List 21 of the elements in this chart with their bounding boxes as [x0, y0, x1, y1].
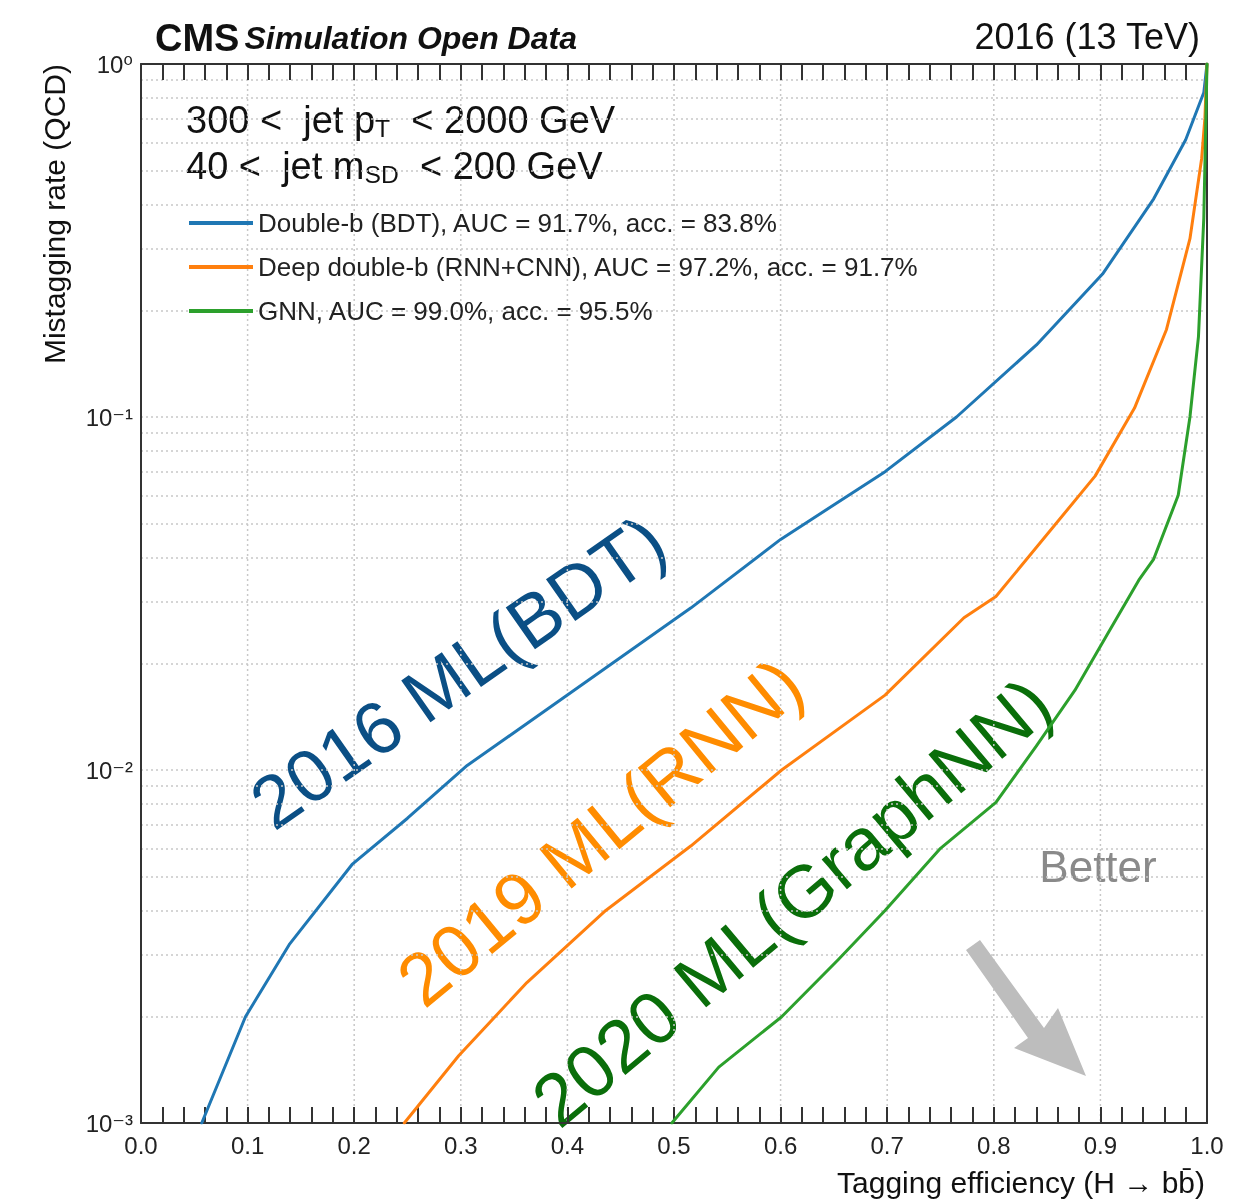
legend-label: Deep double-b (RNN+CNN), AUC = 97.2%, acc. = 91.7%: [258, 252, 918, 282]
x-tick-label: 0.4: [550, 1131, 585, 1159]
x-tick-label: 0.6: [763, 1131, 798, 1159]
x-tick-label: 0.3: [444, 1131, 478, 1159]
x-tick-label: 0.5: [657, 1131, 691, 1159]
legend-label: GNN, AUC = 99.0%, acc. = 95.5%: [258, 296, 653, 326]
x-tick-label: 0.8: [977, 1131, 1011, 1159]
y-tick-label: 10⁰: [96, 50, 133, 78]
x-tick-label: 0.7: [870, 1131, 904, 1159]
chart-subtitle: Simulation Open Data: [244, 20, 577, 56]
y-tick-label: 10⁻¹: [85, 403, 133, 431]
x-tick-label: 1.0: [1190, 1131, 1224, 1159]
x-tick-label: 0.1: [230, 1131, 265, 1159]
x-tick-label: 0.9: [1083, 1131, 1118, 1159]
legend-label: Double-b (BDT), AUC = 91.7%, acc. = 83.8%: [258, 208, 777, 238]
text: 2016 (13 TeV): [974, 15, 1200, 57]
x-axis-title: Tagging efficiency (H → bb̄): [837, 1165, 1205, 1199]
x-tick-label: 0.2: [337, 1131, 371, 1159]
chart-title: CMS: [155, 17, 240, 59]
y-tick-label: 10⁻²: [85, 756, 133, 784]
y-axis-title: Mistagging rate (QCD): [37, 64, 71, 365]
